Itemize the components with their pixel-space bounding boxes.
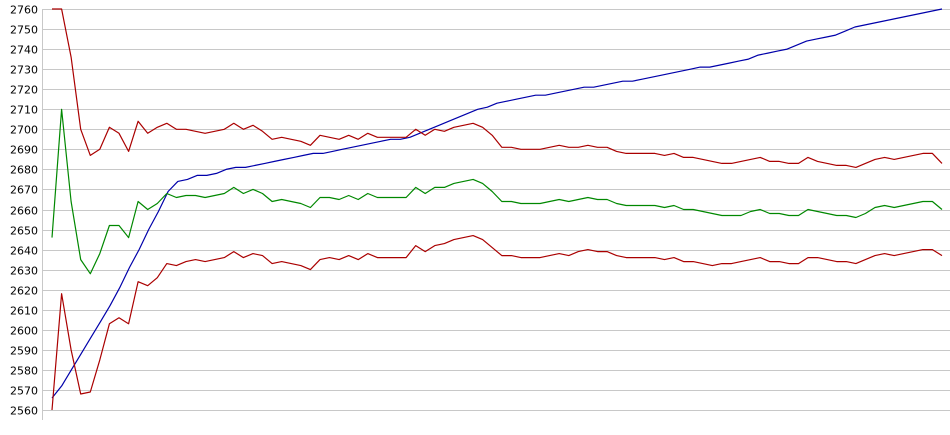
y-tick-label: 2650	[10, 225, 38, 238]
y-tick-label: 2590	[10, 345, 38, 358]
series-line-3	[51, 108, 943, 275]
series-group	[51, 8, 943, 411]
y-tick-label: 2630	[10, 265, 38, 278]
y-tick-label: 2710	[10, 104, 38, 117]
y-tick-label: 2680	[10, 164, 38, 177]
y-tick-label: 2740	[10, 44, 38, 57]
y-tick-label: 2580	[10, 365, 38, 378]
series-line-4	[51, 235, 943, 411]
y-tick-label: 2620	[10, 285, 38, 298]
y-tick-label: 2660	[10, 205, 38, 218]
y-tick-label: 2610	[10, 305, 38, 318]
series-line-2	[52, 8, 943, 168]
y-tick-label: 2690	[10, 144, 38, 157]
y-tick-label: 2730	[10, 64, 38, 77]
y-tick-label: 2750	[10, 24, 38, 37]
y-axis-tick-labels: 2760 2750 2740 2730 2720 2710 2700 2690 2680 2670…	[10, 4, 38, 418]
y-tick-label: 2600	[10, 325, 38, 338]
y-tick-label: 2720	[10, 84, 38, 97]
y-tick-label: 2700	[10, 124, 38, 137]
y-tick-label: 2760	[10, 4, 38, 17]
gridlines	[42, 9, 950, 411]
y-tick-label: 2670	[10, 184, 38, 197]
y-tick-label: 2640	[10, 245, 38, 258]
y-tick-label: 2570	[10, 385, 38, 398]
y-tick-label: 2560	[10, 405, 38, 418]
series-line-1	[51, 8, 943, 399]
